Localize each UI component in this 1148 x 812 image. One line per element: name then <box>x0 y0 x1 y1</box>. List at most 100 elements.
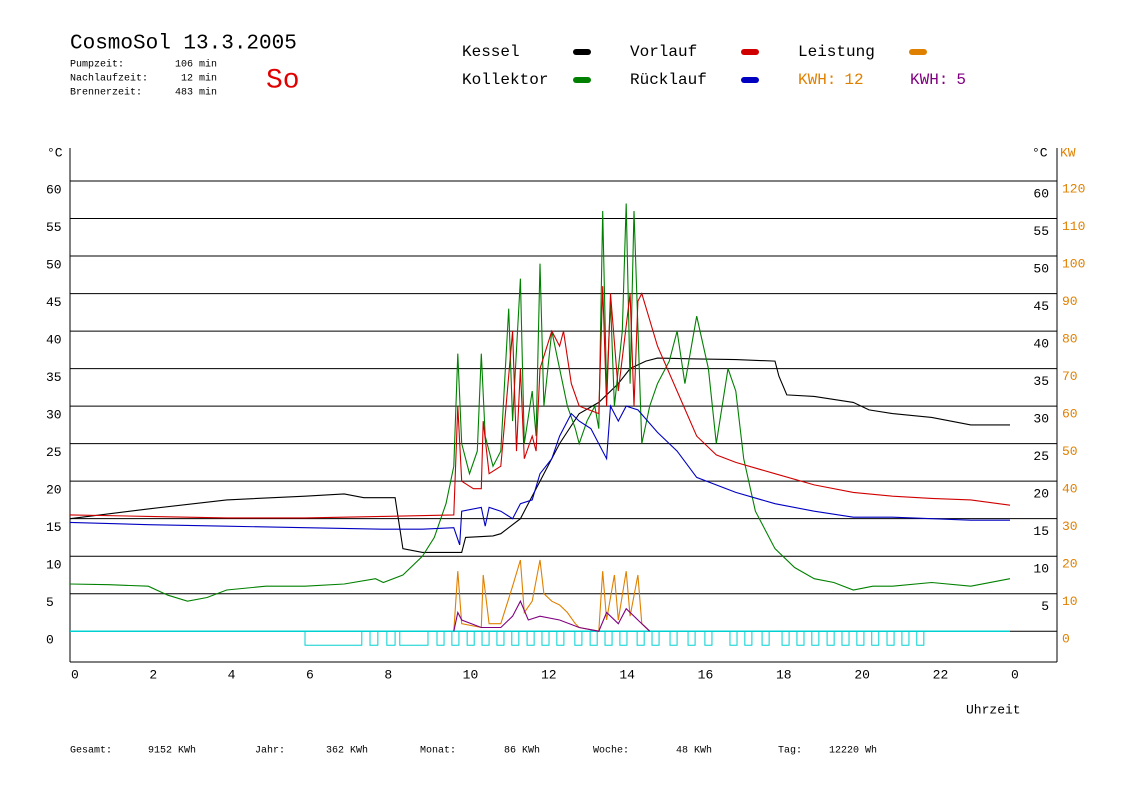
pump-interval <box>304 630 363 646</box>
x-tick-label: 8 <box>384 667 392 682</box>
x-tick-label: 2 <box>149 667 157 682</box>
x-tick-label: 10 <box>463 667 479 682</box>
pump-interval <box>901 630 910 646</box>
footer-value: 9152 KWh <box>148 745 196 757</box>
x-tick-label: 16 <box>698 667 714 682</box>
y-tick-label-right: 40 <box>1033 337 1049 352</box>
y-tick-label-right: 25 <box>1033 449 1049 464</box>
y-tick-label: 55 <box>46 220 62 235</box>
pump-interval <box>436 630 445 646</box>
pump-interval <box>451 630 460 646</box>
x-tick-label: 20 <box>854 667 870 682</box>
y2-tick-label: 120 <box>1062 181 1085 196</box>
y2-axis-label: KW <box>1060 145 1076 160</box>
footer-value: 48 KWh <box>676 745 712 757</box>
pump-interval <box>781 630 790 646</box>
y-tick-label-right: 5 <box>1041 599 1049 614</box>
x-tick-label: 4 <box>228 667 236 682</box>
y-tick-label-right: 60 <box>1033 186 1049 201</box>
y2-tick-label: 100 <box>1062 256 1085 271</box>
pump-interval <box>744 630 753 646</box>
y-tick-label-right: 50 <box>1033 261 1049 276</box>
pump-interval <box>541 630 550 646</box>
footer-label: Monat: <box>420 746 456 757</box>
y2-tick-label: 10 <box>1062 594 1078 609</box>
pump-interval <box>811 630 820 646</box>
y-tick-label: 25 <box>46 445 62 460</box>
x-tick-label: 0 <box>1011 667 1019 682</box>
pump-interval <box>886 630 895 646</box>
y-tick-label: 60 <box>46 182 62 197</box>
y-tick-label: 45 <box>46 295 62 310</box>
pump-interval <box>916 630 925 646</box>
x-tick-label: 14 <box>619 667 635 682</box>
pump-interval <box>704 630 713 646</box>
y-axis-label-right: °C <box>1032 145 1048 160</box>
footer-label: Woche: <box>593 745 629 757</box>
legend-label: Vorlauf <box>630 43 697 61</box>
x-tick-label: 12 <box>541 667 557 682</box>
pump-interval <box>669 630 678 646</box>
pump-interval <box>796 630 805 646</box>
pump-interval <box>841 630 850 646</box>
y-tick-label-right: 45 <box>1033 299 1049 314</box>
pump-interval <box>856 630 865 646</box>
pump-interval <box>604 630 613 646</box>
pump-interval <box>399 630 429 646</box>
pump-interval <box>651 630 660 646</box>
y2-tick-label: 90 <box>1062 294 1078 309</box>
pump-interval <box>619 630 628 646</box>
y2-tick-label: 40 <box>1062 482 1078 497</box>
pump-interval <box>481 630 490 646</box>
pump-interval <box>386 630 396 646</box>
stat-label: Brennerzeit: <box>70 87 142 99</box>
weekday: So <box>266 65 300 96</box>
legend-label: Kollektor <box>462 71 548 89</box>
chart-title: CosmoSol 13.3.2005 <box>70 33 297 56</box>
x-tick-label: 6 <box>306 667 314 682</box>
pump-interval <box>761 630 770 646</box>
y2-tick-label: 30 <box>1062 519 1078 534</box>
y-tick-label-right: 35 <box>1033 374 1049 389</box>
stat-label: Nachlaufzeit: <box>70 73 148 85</box>
series-line <box>69 286 1011 519</box>
y-axis-label: °C <box>47 145 63 160</box>
x-tick-label: 0 <box>71 667 79 682</box>
kwh-value: 12 <box>844 71 863 89</box>
series-line <box>69 203 1011 602</box>
legend-label: Kessel <box>462 43 520 61</box>
y2-tick-label: 60 <box>1062 407 1078 422</box>
y-tick-label: 50 <box>46 257 62 272</box>
pump-interval <box>729 630 738 646</box>
y2-tick-label: 20 <box>1062 557 1078 572</box>
y-tick-label: 0 <box>46 633 54 648</box>
pump-interval <box>556 630 565 646</box>
kwh-total: KWH: 12 <box>798 71 864 89</box>
pump-interval <box>687 630 696 646</box>
footer-value: 86 KWh <box>504 745 540 757</box>
footer-value: 362 KWh <box>326 745 368 757</box>
y-tick-label-right: 15 <box>1033 524 1049 539</box>
stat-value: 106 min <box>175 59 217 71</box>
stat-value: 12 min <box>181 73 217 85</box>
y-tick-label: 10 <box>46 558 62 573</box>
pump-interval <box>496 630 505 646</box>
y2-tick-label: 0 <box>1062 632 1070 647</box>
stat-value: 483 min <box>175 87 217 99</box>
pump-interval <box>589 630 598 646</box>
pump-interval <box>369 630 379 646</box>
series-line <box>453 559 651 632</box>
y-tick-label: 15 <box>46 520 62 535</box>
y-tick-label: 30 <box>46 408 62 423</box>
kwh-label: KWH: <box>910 71 948 89</box>
series-line <box>453 599 651 632</box>
pump-interval <box>871 630 880 646</box>
kwh-label: KWH: <box>798 71 836 89</box>
pump-interval <box>636 630 645 646</box>
y2-tick-label: 70 <box>1062 369 1078 384</box>
series-line <box>69 404 1010 546</box>
footer-value: 12220 Wh <box>829 745 877 757</box>
pump-interval <box>466 630 475 646</box>
kwh-total: KWH: 5 <box>910 71 966 89</box>
